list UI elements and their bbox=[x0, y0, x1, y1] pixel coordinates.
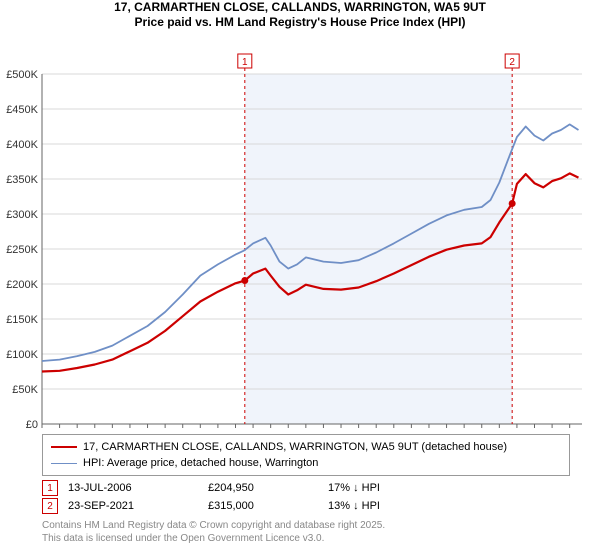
event-price-2: £315,000 bbox=[208, 500, 328, 512]
svg-text:2: 2 bbox=[509, 57, 515, 68]
legend-label-hpi: HPI: Average price, detached house, Warr… bbox=[83, 457, 318, 469]
svg-text:£450K: £450K bbox=[6, 104, 38, 116]
svg-text:£350K: £350K bbox=[6, 174, 38, 186]
chart-container: 17, CARMARTHEN CLOSE, CALLANDS, WARRINGT… bbox=[0, 0, 600, 560]
event-date-2: 23-SEP-2021 bbox=[68, 500, 208, 512]
chart-title: 17, CARMARTHEN CLOSE, CALLANDS, WARRINGT… bbox=[0, 0, 600, 30]
svg-text:£250K: £250K bbox=[6, 244, 38, 256]
event-delta-1: 17% ↓ HPI bbox=[328, 482, 448, 494]
legend-row-price-paid: 17, CARMARTHEN CLOSE, CALLANDS, WARRINGT… bbox=[51, 439, 561, 455]
event-marker-1: 1 bbox=[42, 480, 58, 496]
event-table: 1 13-JUL-2006 £204,950 17% ↓ HPI 2 23-SE… bbox=[42, 480, 570, 514]
svg-text:1: 1 bbox=[242, 57, 248, 68]
legend-label-price-paid: 17, CARMARTHEN CLOSE, CALLANDS, WARRINGT… bbox=[83, 441, 507, 453]
legend-swatch-price-paid bbox=[51, 446, 77, 448]
event-date-1: 13-JUL-2006 bbox=[68, 482, 208, 494]
event-delta-2: 13% ↓ HPI bbox=[328, 500, 448, 512]
chart-svg: £0 £50K £100K £150K £200K £250K £300K £350K £400… bbox=[0, 30, 600, 430]
legend-row-hpi: HPI: Average price, detached house, Warr… bbox=[51, 455, 561, 471]
svg-text:£300K: £300K bbox=[6, 209, 38, 221]
title-line-2: Price paid vs. HM Land Registry's House … bbox=[0, 15, 600, 30]
svg-text:£100K: £100K bbox=[6, 349, 38, 361]
attribution: Contains HM Land Registry data © Crown c… bbox=[42, 520, 570, 545]
attribution-line-2: This data is licensed under the Open Gov… bbox=[42, 533, 570, 546]
event-marker-2: 2 bbox=[42, 498, 58, 514]
svg-text:£500K: £500K bbox=[6, 69, 38, 81]
title-line-1: 17, CARMARTHEN CLOSE, CALLANDS, WARRINGT… bbox=[0, 0, 600, 15]
attribution-line-1: Contains HM Land Registry data © Crown c… bbox=[42, 520, 570, 533]
chart-plot: £0 £50K £100K £150K £200K £250K £300K £350K £400… bbox=[0, 30, 600, 430]
legend-swatch-hpi bbox=[51, 463, 77, 464]
svg-text:£50K: £50K bbox=[12, 384, 38, 396]
svg-text:£150K: £150K bbox=[6, 314, 38, 326]
event-price-1: £204,950 bbox=[208, 482, 328, 494]
svg-text:£400K: £400K bbox=[6, 139, 38, 151]
legend: 17, CARMARTHEN CLOSE, CALLANDS, WARRINGT… bbox=[42, 434, 570, 476]
svg-text:£0: £0 bbox=[26, 419, 38, 430]
svg-text:£200K: £200K bbox=[6, 279, 38, 291]
